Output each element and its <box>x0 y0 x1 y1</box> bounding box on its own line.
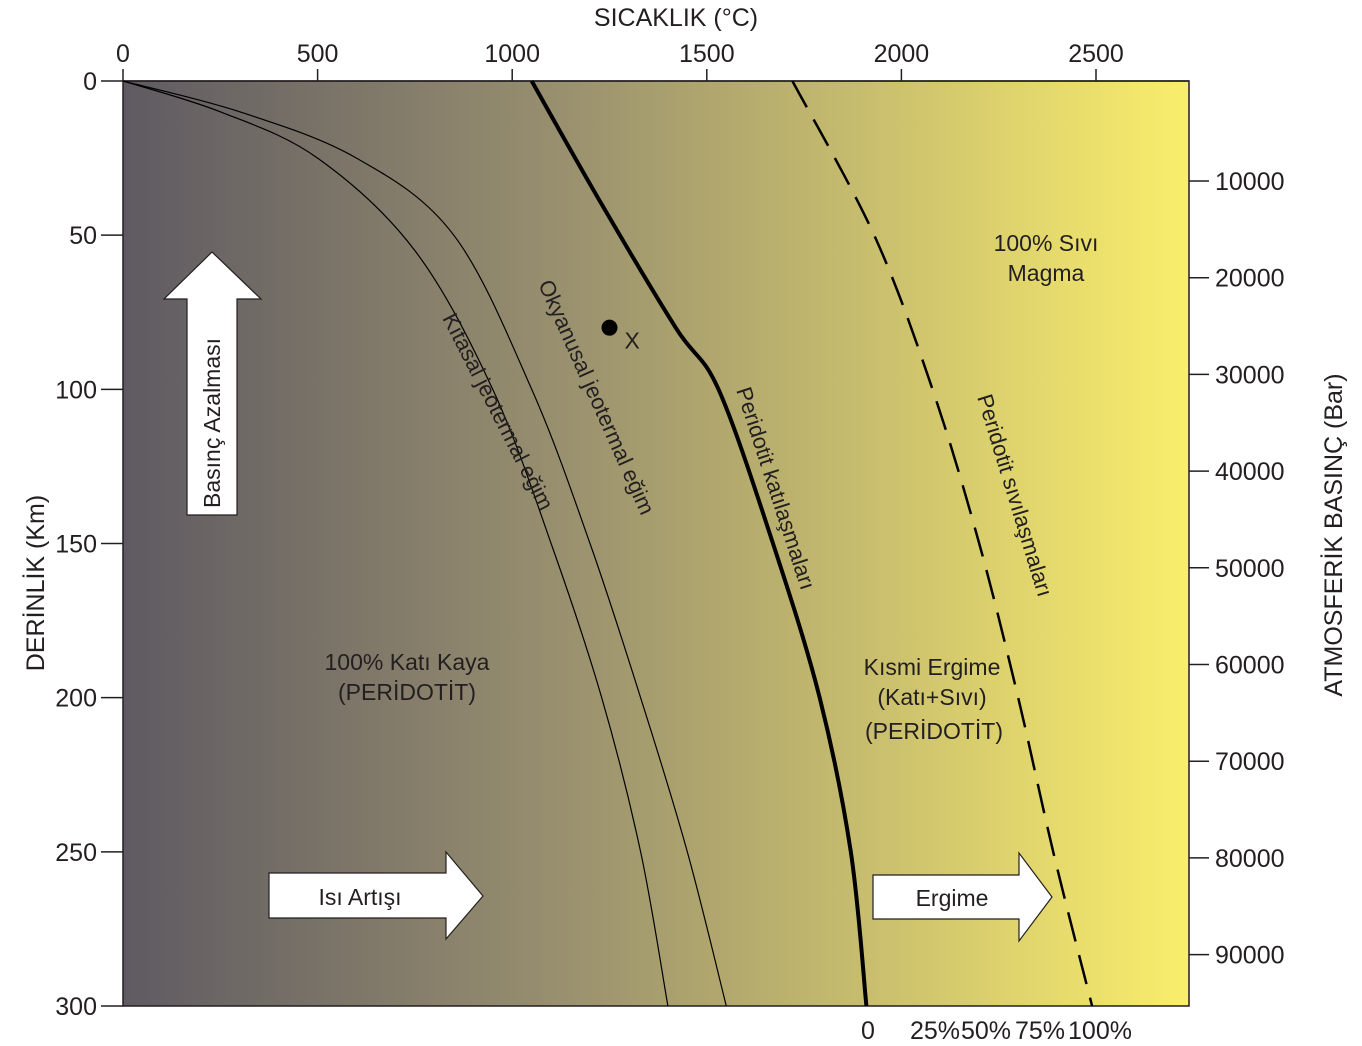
point-x: X <box>601 319 640 354</box>
region-partial-line3: (PERİDOTİT) <box>865 718 1003 744</box>
left-tick-label: 300 <box>55 993 97 1021</box>
liquidus-curve <box>791 80 1094 1007</box>
heat-arrow-label: Isı Artışı <box>318 884 401 910</box>
left-tick-label: 150 <box>55 531 97 559</box>
plot-background <box>122 80 1190 1007</box>
top-tick-label: 2000 <box>874 40 930 68</box>
percent-label: 100% <box>1068 1017 1132 1045</box>
solidus-curve <box>529 80 869 1007</box>
pressure-arrow: Basınç Azalması <box>162 251 263 516</box>
left-tick-label: 50 <box>69 222 97 250</box>
right-tick-label: 70000 <box>1215 748 1285 776</box>
region-liquid-line2: Magma <box>1008 260 1085 286</box>
melt-percent-scale: 0 25% 50% 75% 100% <box>861 1017 1132 1045</box>
point-x-dot <box>601 319 618 336</box>
right-axis: 10000 20000 30000 40000 50000 60000 70000 80000… <box>1189 168 1285 970</box>
region-partial-line2: (Katı+Sıvı) <box>877 684 986 710</box>
pressure-arrow-label: Basınç Azalması <box>199 338 225 508</box>
region-solid-line1: 100% Katı Kaya <box>325 649 490 675</box>
right-tick-label: 50000 <box>1215 555 1285 583</box>
heat-arrow: Isı Artışı <box>268 850 484 941</box>
top-tick-label: 500 <box>297 40 339 68</box>
top-axis-title: SICAKLIK (°C) <box>594 4 758 32</box>
left-axis: 0 50 100 150 200 250 300 <box>55 68 123 1021</box>
top-tick-label: 1500 <box>679 40 735 68</box>
right-tick-label: 90000 <box>1215 942 1285 970</box>
percent-label: 25% <box>910 1017 960 1045</box>
right-tick-label: 80000 <box>1215 845 1285 873</box>
top-tick-label: 1000 <box>484 40 540 68</box>
right-axis-title: ATMOSFERİK BASINÇ (Bar) <box>1319 373 1348 696</box>
region-partial-line1: Kısmi Ergime <box>864 654 1001 680</box>
left-axis-title: DERİNLİK (Km) <box>21 495 50 671</box>
region-liquid-line1: 100% Sıvı <box>994 230 1099 256</box>
oceanic-geotherm-curve <box>122 80 727 1007</box>
left-tick-label: 200 <box>55 685 97 713</box>
right-tick-label: 40000 <box>1215 458 1285 486</box>
right-tick-label: 30000 <box>1215 361 1285 389</box>
percent-label: 75% <box>1015 1017 1065 1045</box>
left-tick-label: 100 <box>55 376 97 404</box>
region-solid-line2: (PERİDOTİT) <box>338 679 476 705</box>
right-tick-label: 10000 <box>1215 168 1285 196</box>
continental-geotherm-curve <box>122 80 669 1007</box>
top-tick-label: 2500 <box>1068 40 1124 68</box>
left-tick-label: 0 <box>83 68 97 96</box>
melt-arrow: Ergime <box>872 851 1053 943</box>
percent-label: 0 <box>861 1017 875 1045</box>
melt-arrow-label: Ergime <box>916 885 989 911</box>
left-tick-label: 250 <box>55 839 97 867</box>
top-axis: 0 500 1000 1500 2000 2500 <box>116 40 1189 82</box>
percent-label: 50% <box>961 1017 1011 1045</box>
curves <box>122 80 1094 1007</box>
right-tick-label: 20000 <box>1215 265 1285 293</box>
top-tick-label: 0 <box>116 40 130 68</box>
point-x-label: X <box>625 328 640 354</box>
right-tick-label: 60000 <box>1215 652 1285 680</box>
